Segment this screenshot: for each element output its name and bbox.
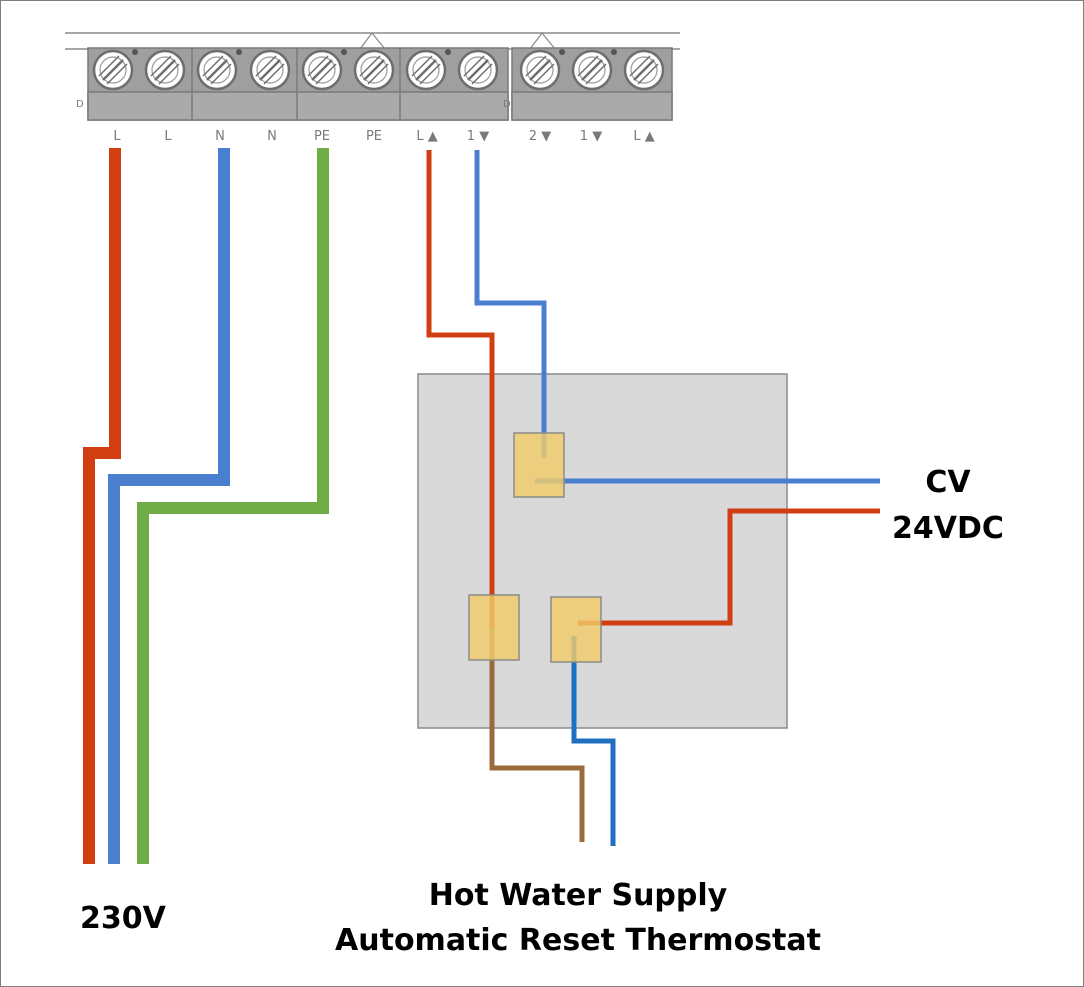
terminal-screw-icon xyxy=(301,49,347,91)
wire-switch-thermostat xyxy=(474,150,547,458)
svg-text:D: D xyxy=(76,99,84,110)
cv-label: CV xyxy=(925,465,971,500)
terminal-screw-icon xyxy=(353,49,395,91)
terminal-block: D D xyxy=(65,32,680,121)
thermostat-label-line1: Hot Water Supply xyxy=(429,878,728,913)
terminal-label-7: L ▲ xyxy=(416,129,437,144)
terminal-screw-icon xyxy=(249,49,291,91)
wire-hot-water-brown xyxy=(489,628,585,842)
wire-hot-water-blue xyxy=(571,636,616,846)
terminal-labels: L L N N PE PE L ▲ 1 ▼ 2 ▼ 1 ▼ L ▲ xyxy=(113,129,654,144)
connectors xyxy=(468,432,602,663)
connector-lower-right xyxy=(550,596,602,663)
connector-top xyxy=(513,432,565,498)
terminal-label-9: 2 ▼ xyxy=(529,129,551,144)
thermostat-box xyxy=(417,373,788,729)
terminal-label-3: N xyxy=(215,129,225,144)
wire-live-230v xyxy=(83,148,121,864)
connector-lower-left xyxy=(468,594,520,661)
terminal-label-5: PE xyxy=(314,129,330,144)
supply-voltage-label: 230V xyxy=(80,901,167,936)
terminal-screw-icon xyxy=(623,49,665,91)
terminal-label-10: 1 ▼ xyxy=(580,129,602,144)
wire-earth-230v xyxy=(137,148,329,864)
wires xyxy=(83,148,880,864)
cv-voltage-label: 24VDC xyxy=(892,511,1004,546)
terminal-label-2: L xyxy=(164,129,172,144)
terminal-label-11: L ▲ xyxy=(633,129,654,144)
terminal-screw-icon xyxy=(457,49,499,91)
terminal-screw-icon xyxy=(144,49,186,91)
terminal-label-8: 1 ▼ xyxy=(467,129,489,144)
terminal-screw-icon xyxy=(519,49,565,91)
wire-live-thermostat xyxy=(426,150,495,628)
terminal-screw-icon xyxy=(92,49,138,91)
terminal-screw-icon xyxy=(405,49,451,91)
terminal-label-6: PE xyxy=(366,129,382,144)
terminal-screw-icon xyxy=(571,49,617,91)
wire-neutral-230v xyxy=(108,148,230,864)
wire-cv-red xyxy=(578,508,880,626)
thermostat-label-line2: Automatic Reset Thermostat xyxy=(335,923,821,958)
terminal-screw-icon xyxy=(196,49,242,91)
svg-text:D: D xyxy=(503,99,511,110)
terminal-label-4: N xyxy=(267,129,277,144)
terminal-label-1: L xyxy=(113,129,121,144)
